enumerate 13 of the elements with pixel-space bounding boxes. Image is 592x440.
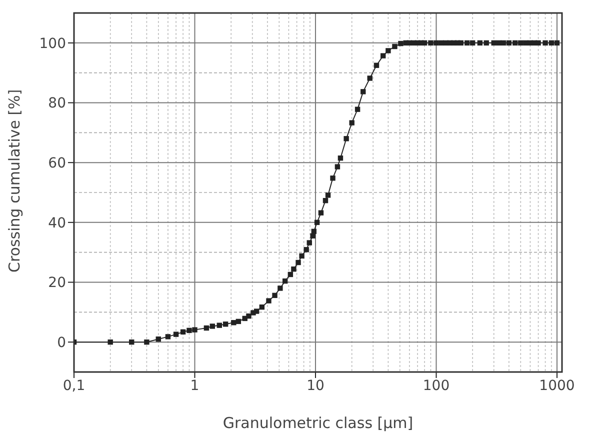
x-axis-title: Granulometric class [µm] xyxy=(222,414,414,432)
y-tick-label: 0 xyxy=(57,335,66,352)
y-tick-label: 60 xyxy=(48,156,66,172)
y-tick-label: 100 xyxy=(39,36,66,52)
y-tick-label: 80 xyxy=(48,96,66,112)
x-tick-label: 0,1 xyxy=(62,378,86,394)
y-axis-title: Crossing cumulative [%] xyxy=(5,89,24,272)
x-tick-label: 10 xyxy=(306,378,324,394)
y-tick-label: 40 xyxy=(48,215,66,232)
x-tick-label: 1000 xyxy=(539,378,575,394)
x-tick-label: 100 xyxy=(422,378,450,394)
y-tick-label: 20 xyxy=(48,275,66,292)
x-tick-label: 1 xyxy=(190,378,200,394)
